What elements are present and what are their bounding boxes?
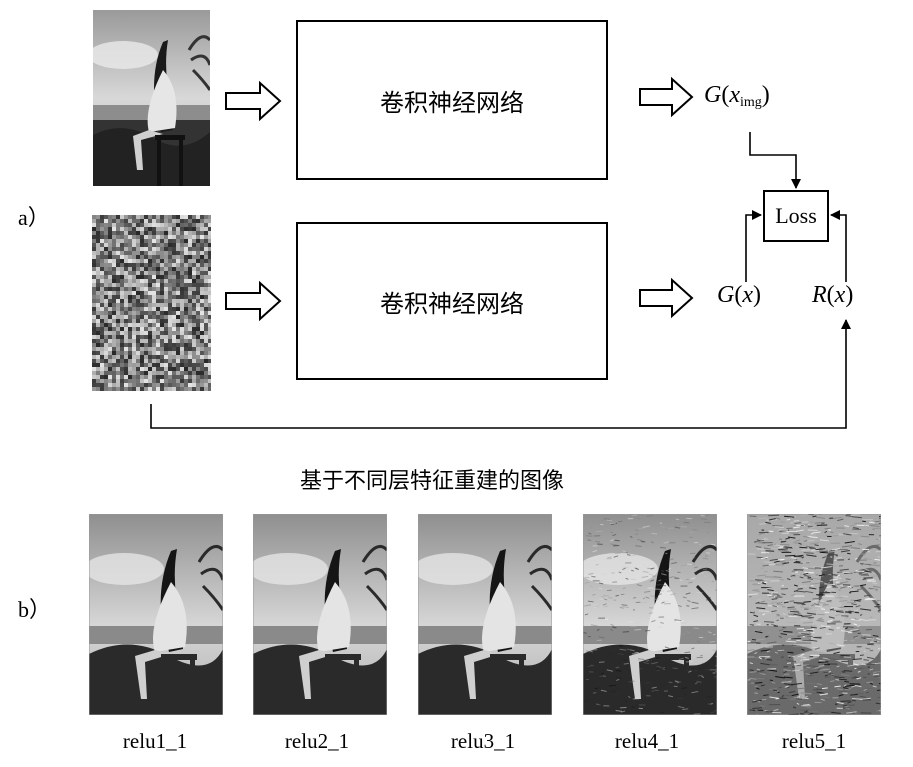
cnn-box-bottom-label: 卷积神经网络 <box>380 289 524 318</box>
cnn-box-top: 卷积神经网络 <box>296 20 608 180</box>
loss-label: Loss <box>775 203 817 228</box>
caption-relu1: relu1_1 <box>122 729 188 753</box>
caption-relu5: relu5_1 <box>781 729 847 753</box>
noise-image <box>92 215 211 391</box>
g-img-label: G(ximg) <box>704 82 770 110</box>
reconstruction-image-4 <box>583 514 717 715</box>
g-x-label: G(x) <box>717 282 761 308</box>
panel-b-label: b） <box>18 597 52 622</box>
line-rx-to-loss <box>830 210 847 282</box>
panel-b-heading: 基于不同层特征重建的图像 <box>300 469 565 494</box>
line-gx-to-loss <box>745 210 762 282</box>
cnn-box-bottom: 卷积神经网络 <box>296 222 608 380</box>
reconstruction-image-5 <box>747 514 881 715</box>
input-photo <box>93 10 210 186</box>
reconstruction-image-1 <box>89 514 223 715</box>
reconstruction-image-3 <box>418 514 552 715</box>
r-x-label: R(x) <box>812 282 854 308</box>
caption-relu3: relu3_1 <box>450 729 516 753</box>
connector-lines <box>150 76 851 429</box>
line-noise-to-rx <box>150 319 851 429</box>
line-gimg-to-loss <box>749 132 801 189</box>
loss-box: Loss <box>763 190 829 242</box>
cnn-box-top-label: 卷积神经网络 <box>380 88 524 117</box>
panel-a-label: a） <box>18 205 50 230</box>
reconstruction-image-2 <box>253 514 387 715</box>
block-arrow-out-top <box>639 76 694 118</box>
block-arrow-in-bottom <box>225 280 282 322</box>
block-arrow-in-top <box>225 80 282 122</box>
caption-relu2: relu2_1 <box>284 729 350 753</box>
block-arrow-out-bottom <box>639 277 694 319</box>
caption-relu4: relu4_1 <box>614 729 680 753</box>
